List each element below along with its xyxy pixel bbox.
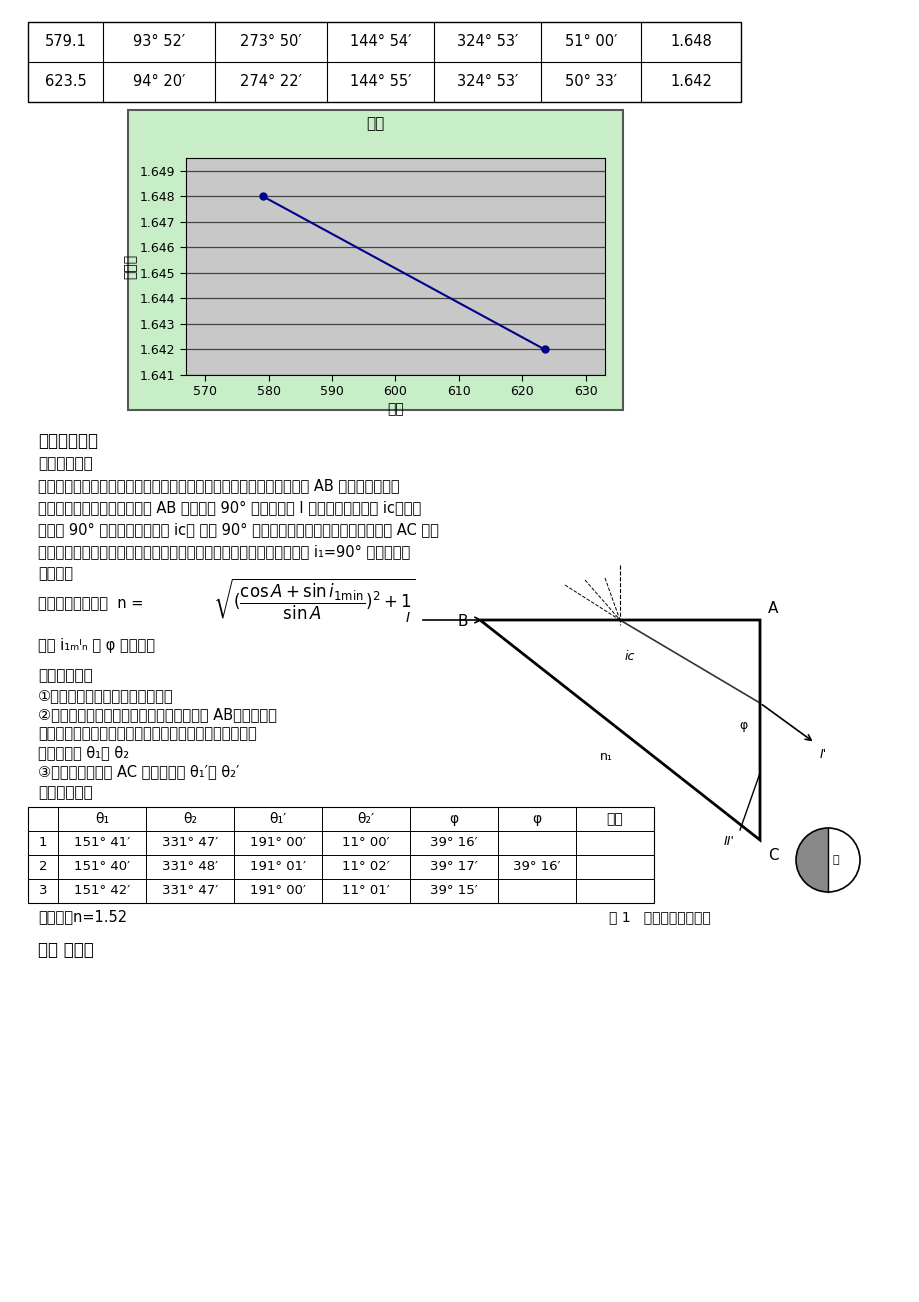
Text: C: C [767, 848, 777, 863]
Text: 望远镜观察时，将出现半明半暗的视场。明暗视场的交线就是入射角为 i₁=90° 的光线的出: 望远镜观察时，将出现半明半暗的视场。明暗视场的交线就是入射角为 i₁=90° 的… [38, 544, 410, 559]
Text: n₁: n₁ [599, 750, 612, 763]
Text: 623.5: 623.5 [45, 74, 86, 90]
Text: 274° 22′: 274° 22′ [240, 74, 301, 90]
Text: 94° 20′: 94° 20′ [132, 74, 185, 90]
Text: θ₂′: θ₂′ [357, 812, 374, 825]
Text: 50° 33′: 50° 33′ [564, 74, 617, 90]
Text: A: A [767, 602, 777, 616]
Text: 324° 53′: 324° 53′ [457, 74, 517, 90]
Text: 如下图所示，用单色面扩展光源（鑉光灯前加一块毛玻璃）照射到棱镜 AB 面上。当扩展光: 如下图所示，用单色面扩展光源（鑉光灯前加一块毛玻璃）照射到棱镜 AB 面上。当扩… [38, 478, 399, 493]
Text: 93° 52′: 93° 52′ [132, 34, 185, 49]
Text: 331° 48′: 331° 48′ [162, 861, 218, 874]
Text: 表格: 表格 [366, 116, 384, 132]
Text: II': II' [723, 835, 734, 848]
Text: 1.642: 1.642 [669, 74, 711, 90]
Text: ②在鑉光灯前放置一块毛玻璃，照射折射面 AB，转动望远: ②在鑉光灯前放置一块毛玻璃，照射折射面 AB，转动望远 [38, 707, 277, 723]
Text: 源出射的光线从各个方向射向 AB 面时，以 90° 入射的光线 I 的内折射角最大为 iᴄ；入射: 源出射的光线从各个方向射向 AB 面时，以 90° 入射的光线 I 的内折射角最… [38, 500, 421, 516]
Text: 273° 50′: 273° 50′ [240, 34, 301, 49]
Text: 明: 明 [832, 855, 838, 865]
Polygon shape [795, 828, 827, 892]
Text: 计算得，n=1.52: 计算得，n=1.52 [38, 909, 127, 924]
Text: 暗: 暗 [810, 855, 816, 865]
Text: I: I [405, 611, 410, 625]
Bar [28, 807, 653, 904]
Text: 144° 54′: 144° 54′ [349, 34, 411, 49]
Text: 39° 17′: 39° 17′ [430, 861, 477, 874]
Text: θ₁: θ₁ [95, 812, 109, 825]
Bar [128, 109, 622, 410]
Text: I': I' [819, 749, 826, 760]
Text: φ: φ [449, 812, 458, 825]
Text: 191° 00′: 191° 00′ [250, 836, 306, 849]
Text: 标盘的读数 θ₁、 θ₂: 标盘的读数 θ₁、 θ₂ [38, 745, 129, 760]
Text: 39° 15′: 39° 15′ [430, 884, 477, 897]
Text: 二、推入射法: 二、推入射法 [38, 432, 98, 450]
Text: 331° 47′: 331° 47′ [162, 836, 218, 849]
Text: 射方向。: 射方向。 [38, 566, 73, 581]
Text: φ: φ [739, 719, 747, 732]
Text: 191° 00′: 191° 00′ [250, 884, 306, 897]
Text: ③转动望远镜测出 AC 面法线位置 θ₁′、 θ₂′: ③转动望远镜测出 AC 面法线位置 θ₁′、 θ₂′ [38, 764, 239, 779]
Text: 《实验步骤》: 《实验步骤》 [38, 668, 93, 684]
Text: 图 1   推入射法原理示意: 图 1 推入射法原理示意 [608, 910, 710, 924]
Text: $\sqrt{(\dfrac{\cos A + \sin i_{1\min}}{\sin A})^2 + 1}$: $\sqrt{(\dfrac{\cos A + \sin i_{1\min}}{… [213, 577, 414, 622]
Text: 《实验数据》: 《实验数据》 [38, 785, 93, 799]
Text: 三、 偏振法: 三、 偏振法 [38, 941, 94, 960]
Text: θ₁′: θ₁′ [269, 812, 287, 825]
Text: 《实验原理》: 《实验原理》 [38, 456, 93, 471]
Text: 2: 2 [39, 861, 47, 874]
Text: 324° 53′: 324° 53′ [457, 34, 517, 49]
Text: 1: 1 [39, 836, 47, 849]
Text: θ₂: θ₂ [183, 812, 197, 825]
Text: 39° 16′: 39° 16′ [430, 836, 477, 849]
Text: 39° 16′: 39° 16′ [513, 861, 561, 874]
Text: 相应的计算公式：  n =: 相应的计算公式： n = [38, 596, 143, 611]
Text: 51° 00′: 51° 00′ [564, 34, 617, 49]
Text: 角小于 90° 的，折射角必小于 iᴄ； 大于 90° 的入射光线不能进入棱镜。这样，在 AC 面用: 角小于 90° 的，折射角必小于 iᴄ； 大于 90° 的入射光线不能进入棱镜。… [38, 522, 438, 536]
Text: 3: 3 [39, 884, 47, 897]
Text: 其中 i₁ₘᴵₙ 是 φ 角极値。: 其中 i₁ₘᴵₙ 是 φ 角极値。 [38, 638, 154, 654]
Text: 11° 02′: 11° 02′ [342, 861, 390, 874]
X-axis label: 波长: 波长 [387, 402, 403, 417]
Text: 579.1: 579.1 [44, 34, 86, 49]
Text: 151° 42′: 151° 42′ [74, 884, 130, 897]
Text: ①调节分光计和三棱镜到使用状态: ①调节分光计和三棱镜到使用状态 [38, 687, 174, 703]
Text: iᴄ: iᴄ [624, 650, 635, 663]
Text: 151° 41′: 151° 41′ [74, 836, 130, 849]
Text: 平均: 平均 [606, 812, 623, 825]
Text: 151° 40′: 151° 40′ [74, 861, 130, 874]
Text: B: B [457, 615, 468, 629]
Y-axis label: 折射率: 折射率 [123, 254, 137, 279]
Text: 11° 01′: 11° 01′ [342, 884, 390, 897]
Text: 331° 47′: 331° 47′ [162, 884, 218, 897]
Bar [28, 22, 740, 102]
Text: 1.648: 1.648 [669, 34, 711, 49]
Text: 191° 01′: 191° 01′ [250, 861, 306, 874]
Text: φ: φ [532, 812, 541, 825]
Text: 镜，可观察到视场中间有明显的明暗分界线，记下此时游: 镜，可观察到视场中间有明显的明暗分界线，记下此时游 [38, 727, 256, 741]
Text: 11° 00′: 11° 00′ [342, 836, 390, 849]
Text: 144° 55′: 144° 55′ [349, 74, 411, 90]
